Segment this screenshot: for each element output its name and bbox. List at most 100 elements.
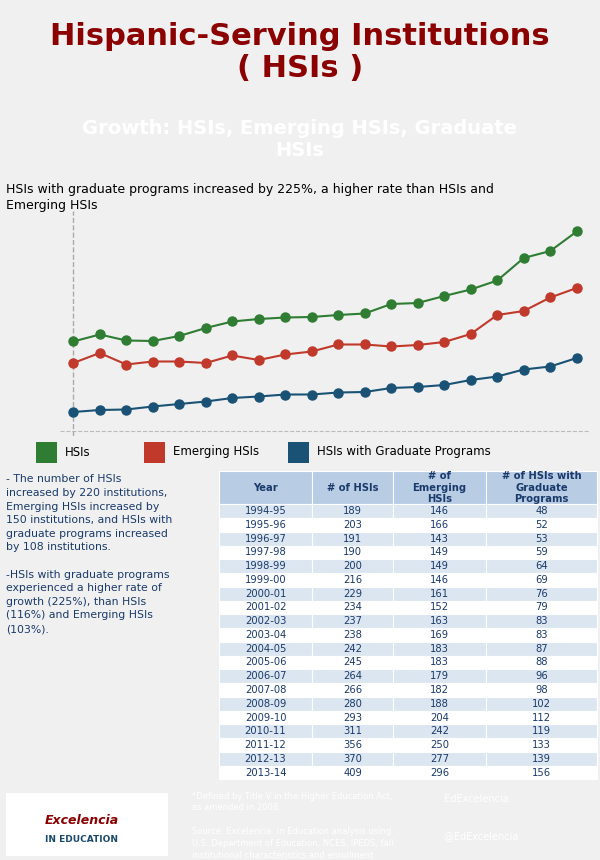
FancyBboxPatch shape <box>312 710 393 724</box>
FancyBboxPatch shape <box>486 710 597 724</box>
Text: 203: 203 <box>343 519 362 530</box>
FancyBboxPatch shape <box>393 752 486 765</box>
FancyBboxPatch shape <box>486 518 597 531</box>
FancyBboxPatch shape <box>219 642 312 655</box>
FancyBboxPatch shape <box>486 573 597 587</box>
FancyBboxPatch shape <box>393 642 486 655</box>
FancyBboxPatch shape <box>312 531 393 545</box>
FancyBboxPatch shape <box>312 573 393 587</box>
FancyBboxPatch shape <box>312 614 393 628</box>
Text: 52: 52 <box>535 519 548 530</box>
FancyBboxPatch shape <box>312 471 393 504</box>
FancyBboxPatch shape <box>393 587 486 600</box>
FancyBboxPatch shape <box>486 531 597 545</box>
Text: 2005-06: 2005-06 <box>245 657 286 667</box>
Text: 370: 370 <box>343 753 362 764</box>
Text: 245: 245 <box>343 657 362 667</box>
FancyBboxPatch shape <box>219 683 312 697</box>
FancyBboxPatch shape <box>312 642 393 655</box>
Text: Emerging HSIs: Emerging HSIs <box>173 445 259 458</box>
Text: 409: 409 <box>343 767 362 777</box>
FancyBboxPatch shape <box>393 683 486 697</box>
Text: # of HSIs: # of HSIs <box>327 482 378 493</box>
Text: IN EDUCATION: IN EDUCATION <box>45 835 118 845</box>
FancyBboxPatch shape <box>219 531 312 545</box>
Text: 1999-00: 1999-00 <box>245 574 286 585</box>
FancyBboxPatch shape <box>393 471 486 504</box>
FancyBboxPatch shape <box>6 793 168 857</box>
FancyBboxPatch shape <box>312 765 393 779</box>
FancyBboxPatch shape <box>219 752 312 765</box>
Text: 59: 59 <box>535 547 548 557</box>
FancyBboxPatch shape <box>486 545 597 559</box>
Text: 2001-02: 2001-02 <box>245 602 286 612</box>
Text: # of HSIs with
Graduate
Programs: # of HSIs with Graduate Programs <box>502 471 581 504</box>
FancyBboxPatch shape <box>312 669 393 683</box>
FancyBboxPatch shape <box>393 655 486 669</box>
FancyBboxPatch shape <box>486 600 597 614</box>
FancyBboxPatch shape <box>219 765 312 779</box>
FancyBboxPatch shape <box>219 669 312 683</box>
Text: 242: 242 <box>343 643 362 654</box>
FancyBboxPatch shape <box>393 518 486 531</box>
Text: 88: 88 <box>535 657 548 667</box>
Text: 2002-03: 2002-03 <box>245 616 286 626</box>
FancyBboxPatch shape <box>393 531 486 545</box>
Text: 76: 76 <box>535 588 548 599</box>
FancyBboxPatch shape <box>312 738 393 752</box>
Text: 1994-95: 1994-95 <box>245 506 286 516</box>
Text: 2000-01: 2000-01 <box>245 588 286 599</box>
Text: 179: 179 <box>430 671 449 681</box>
FancyBboxPatch shape <box>312 559 393 573</box>
Text: 204: 204 <box>430 712 449 722</box>
Text: 149: 149 <box>430 561 449 571</box>
FancyBboxPatch shape <box>144 442 165 464</box>
FancyBboxPatch shape <box>486 738 597 752</box>
Text: 311: 311 <box>343 726 362 736</box>
Text: 1996-97: 1996-97 <box>245 533 286 544</box>
Text: 83: 83 <box>535 616 548 626</box>
Text: 1998-99: 1998-99 <box>245 561 286 571</box>
Text: 1997-98: 1997-98 <box>245 547 286 557</box>
Text: 152: 152 <box>430 602 449 612</box>
FancyBboxPatch shape <box>486 628 597 642</box>
FancyBboxPatch shape <box>219 738 312 752</box>
Text: 356: 356 <box>343 740 362 750</box>
FancyBboxPatch shape <box>393 724 486 738</box>
FancyBboxPatch shape <box>219 655 312 669</box>
FancyBboxPatch shape <box>219 545 312 559</box>
Text: 119: 119 <box>532 726 551 736</box>
Text: 242: 242 <box>430 726 449 736</box>
FancyBboxPatch shape <box>486 642 597 655</box>
FancyBboxPatch shape <box>219 724 312 738</box>
FancyBboxPatch shape <box>219 573 312 587</box>
Text: 264: 264 <box>343 671 362 681</box>
FancyBboxPatch shape <box>393 600 486 614</box>
FancyBboxPatch shape <box>219 600 312 614</box>
FancyBboxPatch shape <box>219 587 312 600</box>
Text: 200: 200 <box>343 561 362 571</box>
FancyBboxPatch shape <box>486 765 597 779</box>
FancyBboxPatch shape <box>312 683 393 697</box>
Text: 266: 266 <box>343 685 362 695</box>
Text: - The number of HSIs
increased by 220 institutions,
Emerging HSIs increased by
1: - The number of HSIs increased by 220 in… <box>6 475 172 634</box>
Text: Excelencia: Excelencia <box>45 814 119 827</box>
FancyBboxPatch shape <box>486 724 597 738</box>
Text: 277: 277 <box>430 753 449 764</box>
Text: # of
Emerging
HSIs: # of Emerging HSIs <box>412 471 467 504</box>
Text: 156: 156 <box>532 767 551 777</box>
Text: 216: 216 <box>343 574 362 585</box>
FancyBboxPatch shape <box>36 442 57 464</box>
Text: 2003-04: 2003-04 <box>245 630 286 640</box>
Text: 237: 237 <box>343 616 362 626</box>
FancyBboxPatch shape <box>312 600 393 614</box>
FancyBboxPatch shape <box>393 614 486 628</box>
FancyBboxPatch shape <box>486 587 597 600</box>
FancyBboxPatch shape <box>486 559 597 573</box>
Text: 143: 143 <box>430 533 449 544</box>
Text: 189: 189 <box>343 506 362 516</box>
FancyBboxPatch shape <box>393 573 486 587</box>
Text: 96: 96 <box>535 671 548 681</box>
Text: 234: 234 <box>343 602 362 612</box>
Text: 146: 146 <box>430 506 449 516</box>
